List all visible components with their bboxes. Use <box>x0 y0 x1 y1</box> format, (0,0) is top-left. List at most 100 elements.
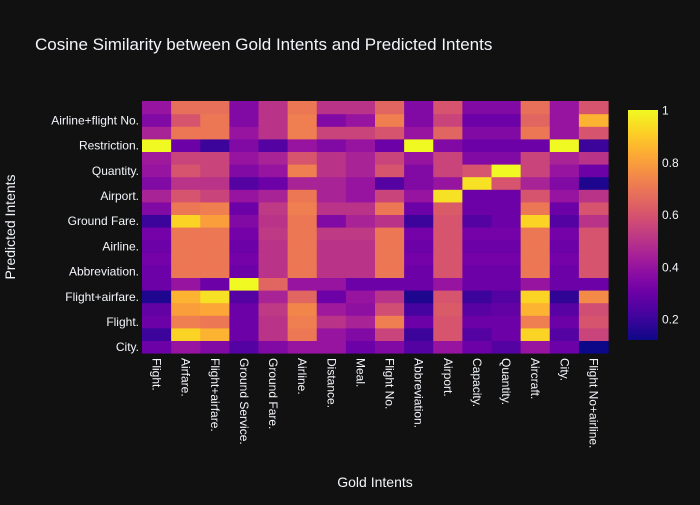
heatmap-cell <box>229 340 260 354</box>
heatmap-cell <box>578 176 609 190</box>
heatmap-cell <box>549 176 580 190</box>
heatmap-cell <box>345 164 376 178</box>
heatmap-cell <box>375 138 405 152</box>
heatmap-cell <box>345 327 376 341</box>
x-tick-label: City. <box>557 358 571 381</box>
heatmap-cell <box>404 113 434 127</box>
heatmap-cell <box>200 201 230 215</box>
heatmap-cell <box>404 176 434 190</box>
x-tick-label: Flight No. <box>383 358 397 409</box>
heatmap-cell <box>404 138 434 152</box>
heatmap-cell <box>404 340 434 354</box>
heatmap-cell <box>491 264 522 278</box>
heatmap-cell <box>345 151 376 165</box>
heatmap-cell <box>258 189 289 203</box>
heatmap-cell <box>375 264 405 278</box>
heatmap-cell <box>142 189 172 203</box>
heatmap-cell <box>287 227 318 241</box>
heatmap-cell <box>520 138 551 152</box>
heatmap-cell <box>200 189 230 203</box>
heatmap-cell <box>491 315 522 329</box>
heatmap-cell <box>375 277 405 291</box>
heatmap-cell <box>287 340 318 354</box>
heatmap-cell <box>345 126 376 140</box>
heatmap-cell <box>258 239 289 253</box>
heatmap-cell <box>287 327 318 341</box>
heatmap-cell <box>433 151 463 165</box>
heatmap-cell <box>375 315 405 329</box>
heatmap-cell <box>345 201 376 215</box>
heatmap-cell <box>491 151 522 165</box>
heatmap-cell <box>316 138 347 152</box>
heatmap-cell <box>462 126 493 140</box>
y-tick-label: Restriction. <box>79 139 139 153</box>
heatmap-cell <box>171 227 201 241</box>
heatmap-cell <box>578 302 609 316</box>
heatmap-cell <box>433 138 463 152</box>
heatmap-cell <box>549 138 580 152</box>
heatmap-cell <box>520 189 551 203</box>
heatmap-cell <box>404 164 434 178</box>
heatmap-cell <box>375 164 405 178</box>
heatmap-cell <box>491 214 522 228</box>
heatmap-cell <box>549 126 580 140</box>
x-tick-label: Abbreviation. <box>412 358 426 428</box>
heatmap-cell <box>316 264 347 278</box>
colorbar-tick-label: 0.8 <box>662 156 679 170</box>
heatmap-cell <box>491 126 522 140</box>
heatmap-cell <box>578 264 609 278</box>
heatmap-cell <box>549 164 580 178</box>
heatmap-cell <box>491 164 522 178</box>
heatmap-cell <box>258 315 289 329</box>
y-tick-label: Abbreviation. <box>69 265 139 279</box>
heatmap-cell <box>258 126 289 140</box>
heatmap-cell <box>171 252 201 266</box>
heatmap-cell <box>316 227 347 241</box>
heatmap-cell <box>316 151 347 165</box>
heatmap-cell <box>375 239 405 253</box>
colorbar-tick-label: 0.6 <box>662 208 679 222</box>
heatmap-cell <box>462 214 493 228</box>
heatmap-cell <box>142 340 172 354</box>
heatmap-cell <box>433 315 463 329</box>
y-axis-ticks: City. Flight. Flight+airfare. Abbreviation.… <box>51 113 139 354</box>
heatmap-cell <box>200 138 230 152</box>
heatmap-cell <box>316 340 347 354</box>
x-axis-title: Gold Intents <box>337 474 413 490</box>
x-tick-label: Distance. <box>324 358 338 408</box>
heatmap-cell <box>171 189 201 203</box>
heatmap-cell <box>404 277 434 291</box>
heatmap-cell <box>316 201 347 215</box>
heatmap-cell <box>229 151 260 165</box>
heatmap-cell <box>229 189 260 203</box>
heatmap-cell <box>142 327 172 341</box>
heatmap-cell <box>520 126 551 140</box>
heatmap-cell <box>287 290 318 304</box>
heatmap-cell <box>462 151 493 165</box>
heatmap-cell <box>258 277 289 291</box>
heatmap-cell <box>345 214 376 228</box>
heatmap-cell <box>578 113 609 127</box>
heatmap-cell <box>491 101 522 115</box>
x-tick-label: Airfare. <box>179 358 193 397</box>
heatmap-cell <box>404 315 434 329</box>
y-tick-label: City. <box>116 340 139 354</box>
heatmap-cell <box>491 176 522 190</box>
heatmap-cell <box>316 252 347 266</box>
colorbar <box>628 110 658 340</box>
heatmap-cell <box>578 327 609 341</box>
heatmap-cell <box>142 214 172 228</box>
heatmap-cell <box>229 277 260 291</box>
heatmap-cell <box>171 277 201 291</box>
heatmap-cell <box>491 327 522 341</box>
heatmap-cell <box>171 327 201 341</box>
heatmap-cell <box>375 327 405 341</box>
heatmap-cell <box>520 113 551 127</box>
heatmap-cell <box>549 151 580 165</box>
x-tick-label: Capacity. <box>470 358 484 407</box>
heatmap-cell <box>433 340 463 354</box>
heatmap-cell <box>258 327 289 341</box>
heatmap-cell <box>549 101 580 115</box>
heatmap-cells <box>142 101 609 354</box>
